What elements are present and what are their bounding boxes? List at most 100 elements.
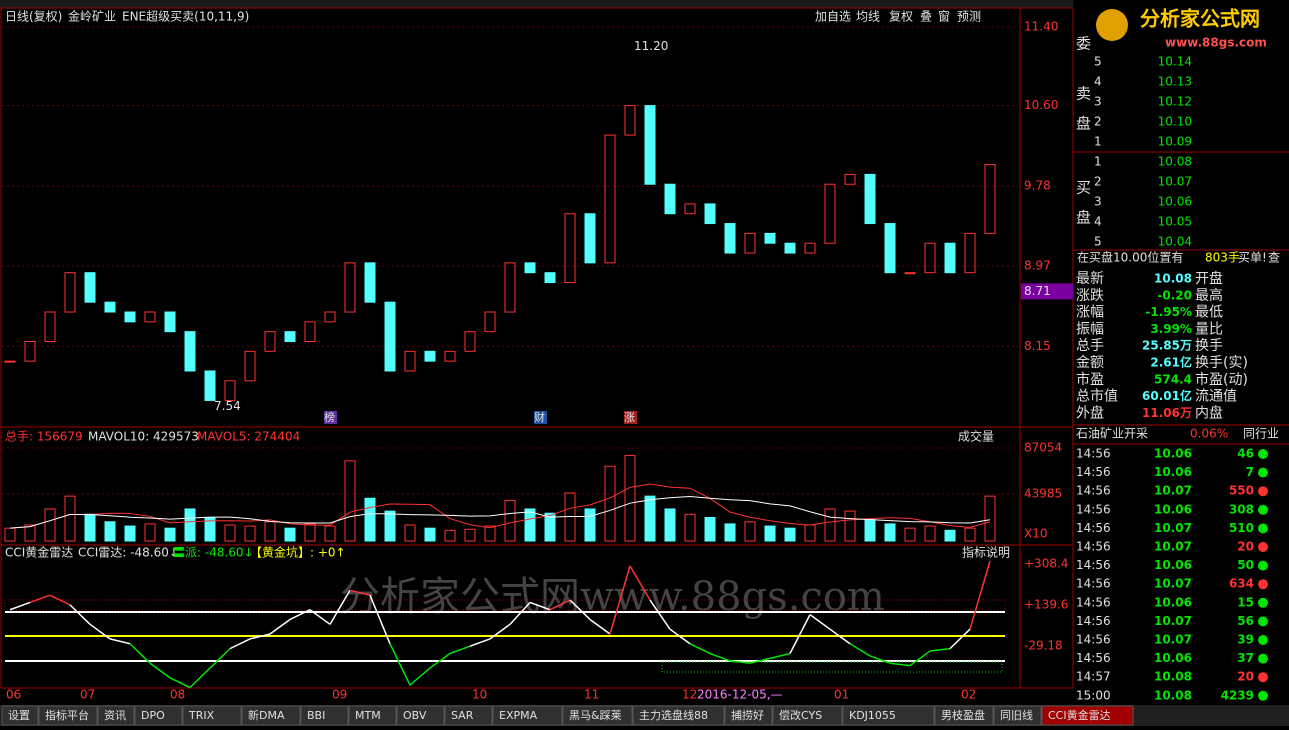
stat-value: 2.61亿 <box>1150 355 1192 370</box>
trade-volume: 56 <box>1237 614 1254 628</box>
candle <box>544 272 556 284</box>
logo-url: www.88gs.com <box>1165 36 1267 50</box>
volume-bar <box>284 527 296 542</box>
candle <box>44 311 56 342</box>
cci-line <box>709 652 731 662</box>
tab[interactable] <box>97 705 135 726</box>
tab-label: 资讯 <box>104 709 126 722</box>
tab[interactable] <box>492 705 563 726</box>
high-label: 11.20 <box>634 39 668 53</box>
trade-time: 14:56 <box>1076 651 1111 665</box>
trade-time: 14:56 <box>1076 595 1111 609</box>
cci-line <box>849 643 871 657</box>
book-price: 10.05 <box>1158 215 1192 229</box>
tab[interactable] <box>772 705 843 726</box>
trade-arrow <box>1258 542 1268 552</box>
trade-arrow <box>1258 635 1268 645</box>
cci-legend: CCI雷达: -48.60↓ <box>78 546 179 560</box>
tab[interactable] <box>396 705 445 726</box>
volume-bar <box>784 527 796 542</box>
toolbar-button[interactable]: 均线 <box>856 10 880 24</box>
volume-legend: MAVOL5: 274404 <box>197 430 300 444</box>
toolbar-button[interactable]: 复权 <box>889 10 913 24</box>
tab-label: 主力选盘线88 <box>639 708 708 722</box>
cci-line <box>349 589 371 596</box>
cci-line <box>9 601 31 611</box>
tab[interactable] <box>241 705 301 726</box>
trade-volume: 634 <box>1229 577 1254 591</box>
x-tick-label: 07 <box>80 688 95 702</box>
volume-bar <box>64 495 76 542</box>
candle <box>384 301 396 372</box>
y-tick-label: +139.6 <box>1024 597 1068 611</box>
toolbar-button[interactable]: 预测 <box>957 10 981 24</box>
tab[interactable] <box>38 705 98 726</box>
stat-label: 最低 <box>1195 305 1223 321</box>
tab[interactable] <box>1041 705 1134 726</box>
tab[interactable] <box>934 705 994 726</box>
trade-arrow <box>1258 449 1268 459</box>
marker-box <box>324 411 337 424</box>
cci-line <box>409 667 431 686</box>
volume-bar <box>724 523 736 542</box>
volume-bar <box>444 529 456 542</box>
stat-label: 最新 <box>1076 271 1104 287</box>
trade-time: 14:56 <box>1076 577 1111 591</box>
volume-selector[interactable]: 成交量 <box>958 429 994 444</box>
candle <box>224 380 236 401</box>
cci-line <box>129 643 151 664</box>
help-button[interactable]: 指标说明 <box>962 545 1010 560</box>
low-label: 7.54 <box>214 399 241 413</box>
volume-bar <box>224 524 236 542</box>
tab[interactable] <box>300 705 349 726</box>
trade-time: 14:56 <box>1076 614 1111 628</box>
cci-line <box>109 638 131 645</box>
y-tick-label: 11.40 <box>1024 19 1058 33</box>
tab[interactable] <box>842 705 935 726</box>
y-tick-label: -29.18 <box>1024 638 1063 652</box>
industry: 同行业 <box>1243 427 1279 441</box>
candle <box>564 213 576 284</box>
candle <box>904 272 916 275</box>
candle <box>284 331 296 342</box>
toolbar-button[interactable]: 叠 <box>920 10 932 24</box>
toolbar-button[interactable]: 加自选 <box>815 10 851 24</box>
volume-bar <box>704 516 716 542</box>
trade-arrow <box>1258 486 1268 497</box>
candle <box>964 232 976 274</box>
cci-line <box>289 609 311 621</box>
candle <box>784 242 796 254</box>
volume-bar <box>104 521 116 542</box>
tab[interactable] <box>993 705 1042 726</box>
cci-line <box>729 660 751 664</box>
cci-legend: 〓派: -48.60↓ <box>173 546 254 560</box>
cci-line <box>449 645 471 655</box>
cci-line <box>169 677 191 689</box>
tab[interactable] <box>562 705 633 726</box>
cursor-date: 2016-12-05,— <box>697 688 783 702</box>
tab[interactable] <box>1 705 39 726</box>
volume-bar <box>924 525 936 542</box>
trade-time: 14:56 <box>1076 502 1111 516</box>
tab[interactable] <box>724 705 773 726</box>
book-level: 5 <box>1094 55 1102 69</box>
cci-line <box>949 628 971 650</box>
tab[interactable] <box>134 705 183 726</box>
cci-line <box>649 599 671 630</box>
tab[interactable] <box>632 705 725 726</box>
cci-line <box>49 594 71 606</box>
tab[interactable] <box>444 705 493 726</box>
cci-line <box>629 565 651 601</box>
toolbar-button[interactable]: 窗 <box>938 10 950 24</box>
volume-bar <box>964 527 976 542</box>
trade-price: 10.06 <box>1154 447 1192 461</box>
marker-box <box>534 411 547 424</box>
book-price: 10.08 <box>1158 155 1192 169</box>
cci-line <box>909 650 931 667</box>
book-price: 10.06 <box>1158 195 1192 209</box>
tab[interactable] <box>182 705 242 726</box>
trade-volume: 7 <box>1246 465 1254 479</box>
tab-label: MTM <box>355 709 381 722</box>
tab[interactable] <box>348 705 397 726</box>
candle <box>4 360 16 363</box>
